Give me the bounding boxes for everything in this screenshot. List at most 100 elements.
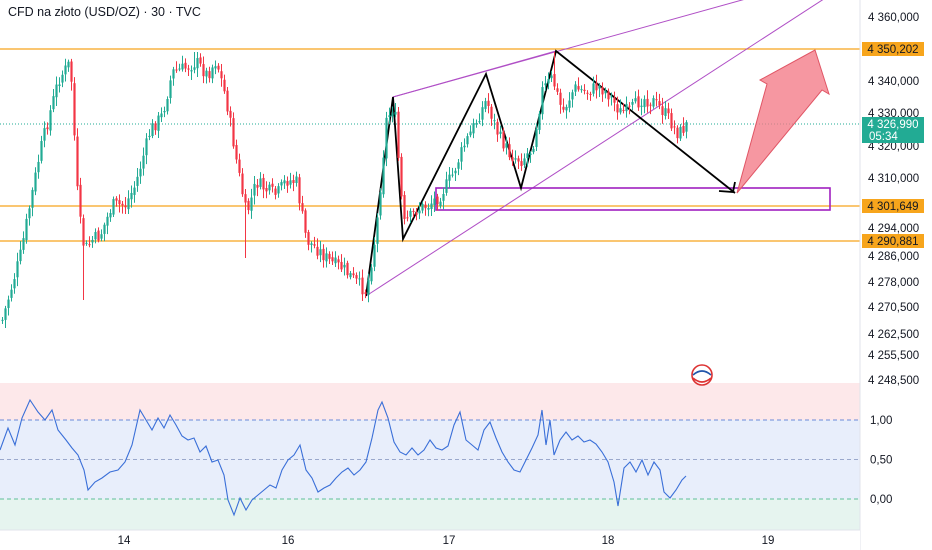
candle-body [655,99,658,101]
candle-body [421,203,424,211]
price-level-tag-2-text: 4 301,649 [867,201,918,213]
candle-body [337,259,340,263]
last-price-tag-text: 4 326,990 [867,119,918,131]
candle-body [505,143,508,148]
candle-body [190,70,193,72]
candle-body [580,89,583,91]
candle-body [52,96,55,110]
candle-body [184,62,187,69]
candle-body [508,144,511,158]
candle-body [16,261,19,278]
candle-body [385,117,388,159]
candle-body [523,158,526,165]
candle-body [586,92,589,94]
price-level-tag-3: 4 290,881 [862,234,924,248]
candle-body [451,174,454,176]
candle-body [565,106,568,111]
oversold-zone [0,499,860,530]
candle-body [415,212,418,215]
candle-body [298,177,301,204]
candle-body [493,120,496,122]
oscillator-tick-label: 0,50 [870,455,892,467]
price-tick-label: 4 255,500 [868,350,919,362]
candle-body [325,253,328,262]
candle-body [106,216,109,226]
candle-body [253,183,256,196]
candle-body [400,156,403,197]
candle-body [526,153,529,159]
time-tick-label: 16 [282,535,295,547]
candle-body [517,158,520,162]
candle-body [1,319,4,321]
channel-top-line [392,50,557,98]
candle-body [649,104,652,106]
candle-body [61,74,64,83]
candle-body [232,118,235,147]
candle-body [460,147,463,162]
candle-body [358,278,361,280]
candle-body [235,145,238,160]
candle-body [118,200,121,205]
candle-body [475,123,478,125]
candle-body [145,138,148,156]
candle-body [658,101,661,106]
candle-body [367,279,370,295]
candle-body [406,217,409,219]
candle-body [631,101,634,105]
candle-body [274,188,277,195]
price-tick-label: 4 278,000 [868,277,919,289]
candle-body [622,109,625,111]
price-tick-label: 4 320,000 [868,141,919,153]
candle-body [208,71,211,79]
price-tick-label: 4 294,000 [868,223,919,235]
event-icon[interactable] [691,364,713,386]
candle-body [667,108,670,114]
candle-body [265,188,268,192]
candle-body [595,83,598,91]
time-axis[interactable] [0,530,860,550]
candle-body [553,74,556,87]
support-zone-box[interactable] [435,187,831,211]
candle-body [661,106,664,115]
candle-body [361,277,364,295]
candle-body [76,136,79,187]
candle-body [193,67,196,70]
candle-body [256,184,259,188]
candle-body [502,131,505,149]
candle-body [652,98,655,107]
time-tick-label: 19 [762,535,775,547]
candle-body [352,273,355,276]
candle-body [67,61,70,68]
candle-body [301,203,304,212]
candle-body [313,244,316,246]
price-axis[interactable] [860,0,932,550]
candle-body [103,224,106,234]
candle-body [79,184,82,217]
candle-body [439,201,442,207]
time-tick-label: 14 [118,535,131,547]
candle-body [376,217,379,244]
candle-body [322,248,325,261]
candle-body [328,253,331,259]
candle-body [469,131,472,136]
candle-body [559,92,562,105]
candle-body [568,100,571,108]
channel-lower-line [365,0,824,297]
candle-body [616,104,619,113]
candle-body [625,103,628,112]
candle-body [172,69,175,79]
candle-body [604,91,607,94]
candle-body [547,79,550,84]
candle-body [10,289,13,298]
candle-body [88,244,91,246]
candle-body [409,210,412,217]
candle-body [238,159,241,173]
candle-body [154,123,157,131]
candle-body [160,113,163,118]
candle-body [175,69,178,71]
oscillator-tick-label: 1,00 [870,415,892,427]
candle-body [682,125,685,133]
candle-body [583,89,586,92]
